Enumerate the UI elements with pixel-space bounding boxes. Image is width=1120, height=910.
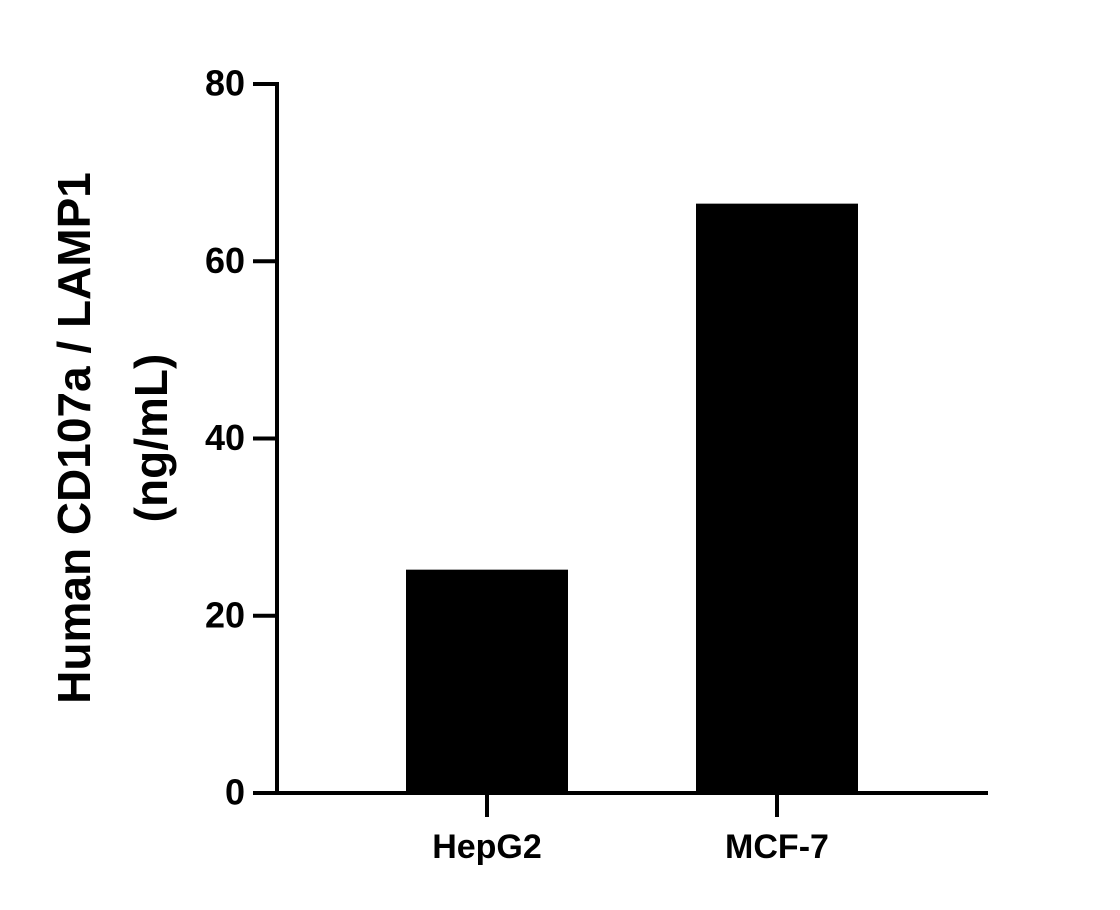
bar: [696, 203, 858, 794]
y-axis-label-line: (ng/mL): [125, 354, 177, 523]
y-axis-label: Human CD107a / LAMP1 (ng/mL): [48, 172, 177, 704]
x-tick-label: MCF-7: [725, 828, 829, 866]
y-tick-label: 60: [205, 240, 245, 281]
y-tick-label: 0: [225, 772, 245, 813]
x-tick-label: HepG2: [432, 828, 542, 866]
y-tick-label: 80: [205, 63, 245, 104]
y-axis-label-line: Human CD107a / LAMP1: [48, 172, 100, 704]
y-tick-label: 40: [205, 417, 245, 458]
y-tick-label: 20: [205, 594, 245, 635]
bar: [406, 569, 568, 793]
